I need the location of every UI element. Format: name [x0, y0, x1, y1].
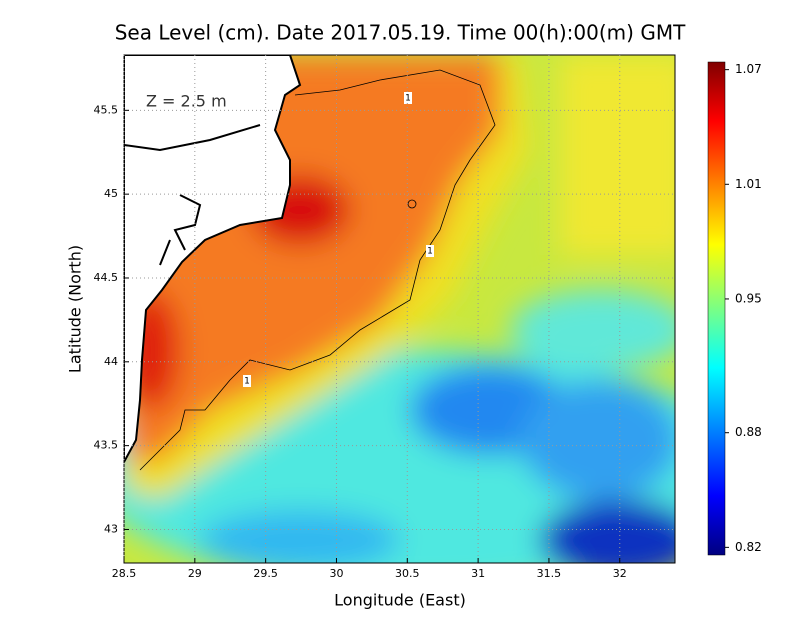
y-tick-label: 45.5 [94, 103, 119, 116]
colorbar-tick-label: 0.82 [735, 540, 762, 554]
contour-label: 1 [405, 94, 411, 104]
x-tick-label: 28.5 [112, 567, 137, 580]
depth-label: Z = 2.5 m [146, 92, 227, 111]
y-axis-label: Latitude (North) [66, 245, 85, 373]
x-tick-label: 32 [613, 567, 627, 580]
y-tick-label: 43.5 [94, 439, 119, 452]
x-tick-label: 29.5 [253, 567, 278, 580]
x-axis-label: Longitude (East) [334, 591, 466, 610]
colorbar-tick-label: 0.95 [735, 291, 762, 305]
y-tick-label: 43 [104, 522, 118, 535]
x-tick-label: 31.5 [537, 567, 562, 580]
plot-frame [123, 54, 676, 564]
y-tick-label: 45 [104, 187, 118, 200]
sea-level-field [124, 55, 675, 563]
colorbar-tick-label: 0.88 [735, 425, 762, 439]
y-tick-label: 44.5 [94, 271, 119, 284]
x-tick-label: 29 [188, 567, 202, 580]
y-tick-label: 44 [104, 355, 118, 368]
land [124, 55, 302, 463]
x-tick-label: 31 [471, 567, 485, 580]
contour-label: 1 [244, 377, 250, 387]
title: Sea Level (cm). Date 2017.05.19. Time 00… [115, 21, 686, 45]
coastline [124, 124, 261, 266]
contour-labels: 1 1 1 [243, 92, 434, 387]
colorbar-tick-label: 1.01 [735, 177, 762, 191]
contour-line [139, 69, 496, 471]
x-tick-label: 30.5 [395, 567, 420, 580]
colorbar [707, 61, 726, 556]
colorbar-tick-label: 1.07 [735, 62, 762, 76]
x-tick-label: 30 [329, 567, 343, 580]
contour-label: 1 [427, 247, 433, 257]
contour-line [407, 199, 417, 209]
